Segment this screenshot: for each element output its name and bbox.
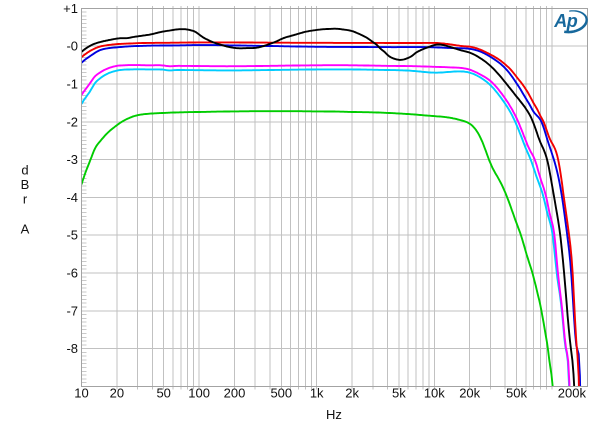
- svg-text:-3: -3: [66, 152, 78, 167]
- svg-text:-2: -2: [66, 114, 78, 129]
- svg-text:Hz: Hz: [326, 407, 342, 422]
- svg-text:-7: -7: [66, 303, 78, 318]
- svg-text:-4: -4: [66, 190, 78, 205]
- svg-text:200: 200: [224, 386, 246, 401]
- svg-text:-8: -8: [66, 341, 78, 356]
- svg-text:10k: 10k: [424, 386, 445, 401]
- svg-text:Ap: Ap: [553, 11, 577, 31]
- svg-text:500: 500: [270, 386, 292, 401]
- svg-text:1k: 1k: [310, 386, 324, 401]
- svg-text:-0: -0: [66, 39, 78, 54]
- svg-text:200k: 200k: [558, 386, 587, 401]
- svg-text:100: 100: [188, 386, 210, 401]
- svg-text:10: 10: [74, 386, 88, 401]
- svg-text:-5: -5: [66, 228, 78, 243]
- svg-text:-6: -6: [66, 266, 78, 281]
- svg-text:A: A: [21, 222, 30, 237]
- svg-text:50: 50: [156, 386, 170, 401]
- svg-text:20: 20: [110, 386, 124, 401]
- svg-text:-1: -1: [66, 77, 78, 92]
- svg-text:r: r: [23, 192, 28, 207]
- svg-text:2k: 2k: [345, 386, 359, 401]
- svg-text:+1: +1: [63, 1, 78, 16]
- svg-text:5k: 5k: [392, 386, 406, 401]
- svg-text:B: B: [21, 177, 30, 192]
- svg-text:20k: 20k: [459, 386, 480, 401]
- svg-text:d: d: [21, 163, 28, 178]
- svg-text:50k: 50k: [506, 386, 527, 401]
